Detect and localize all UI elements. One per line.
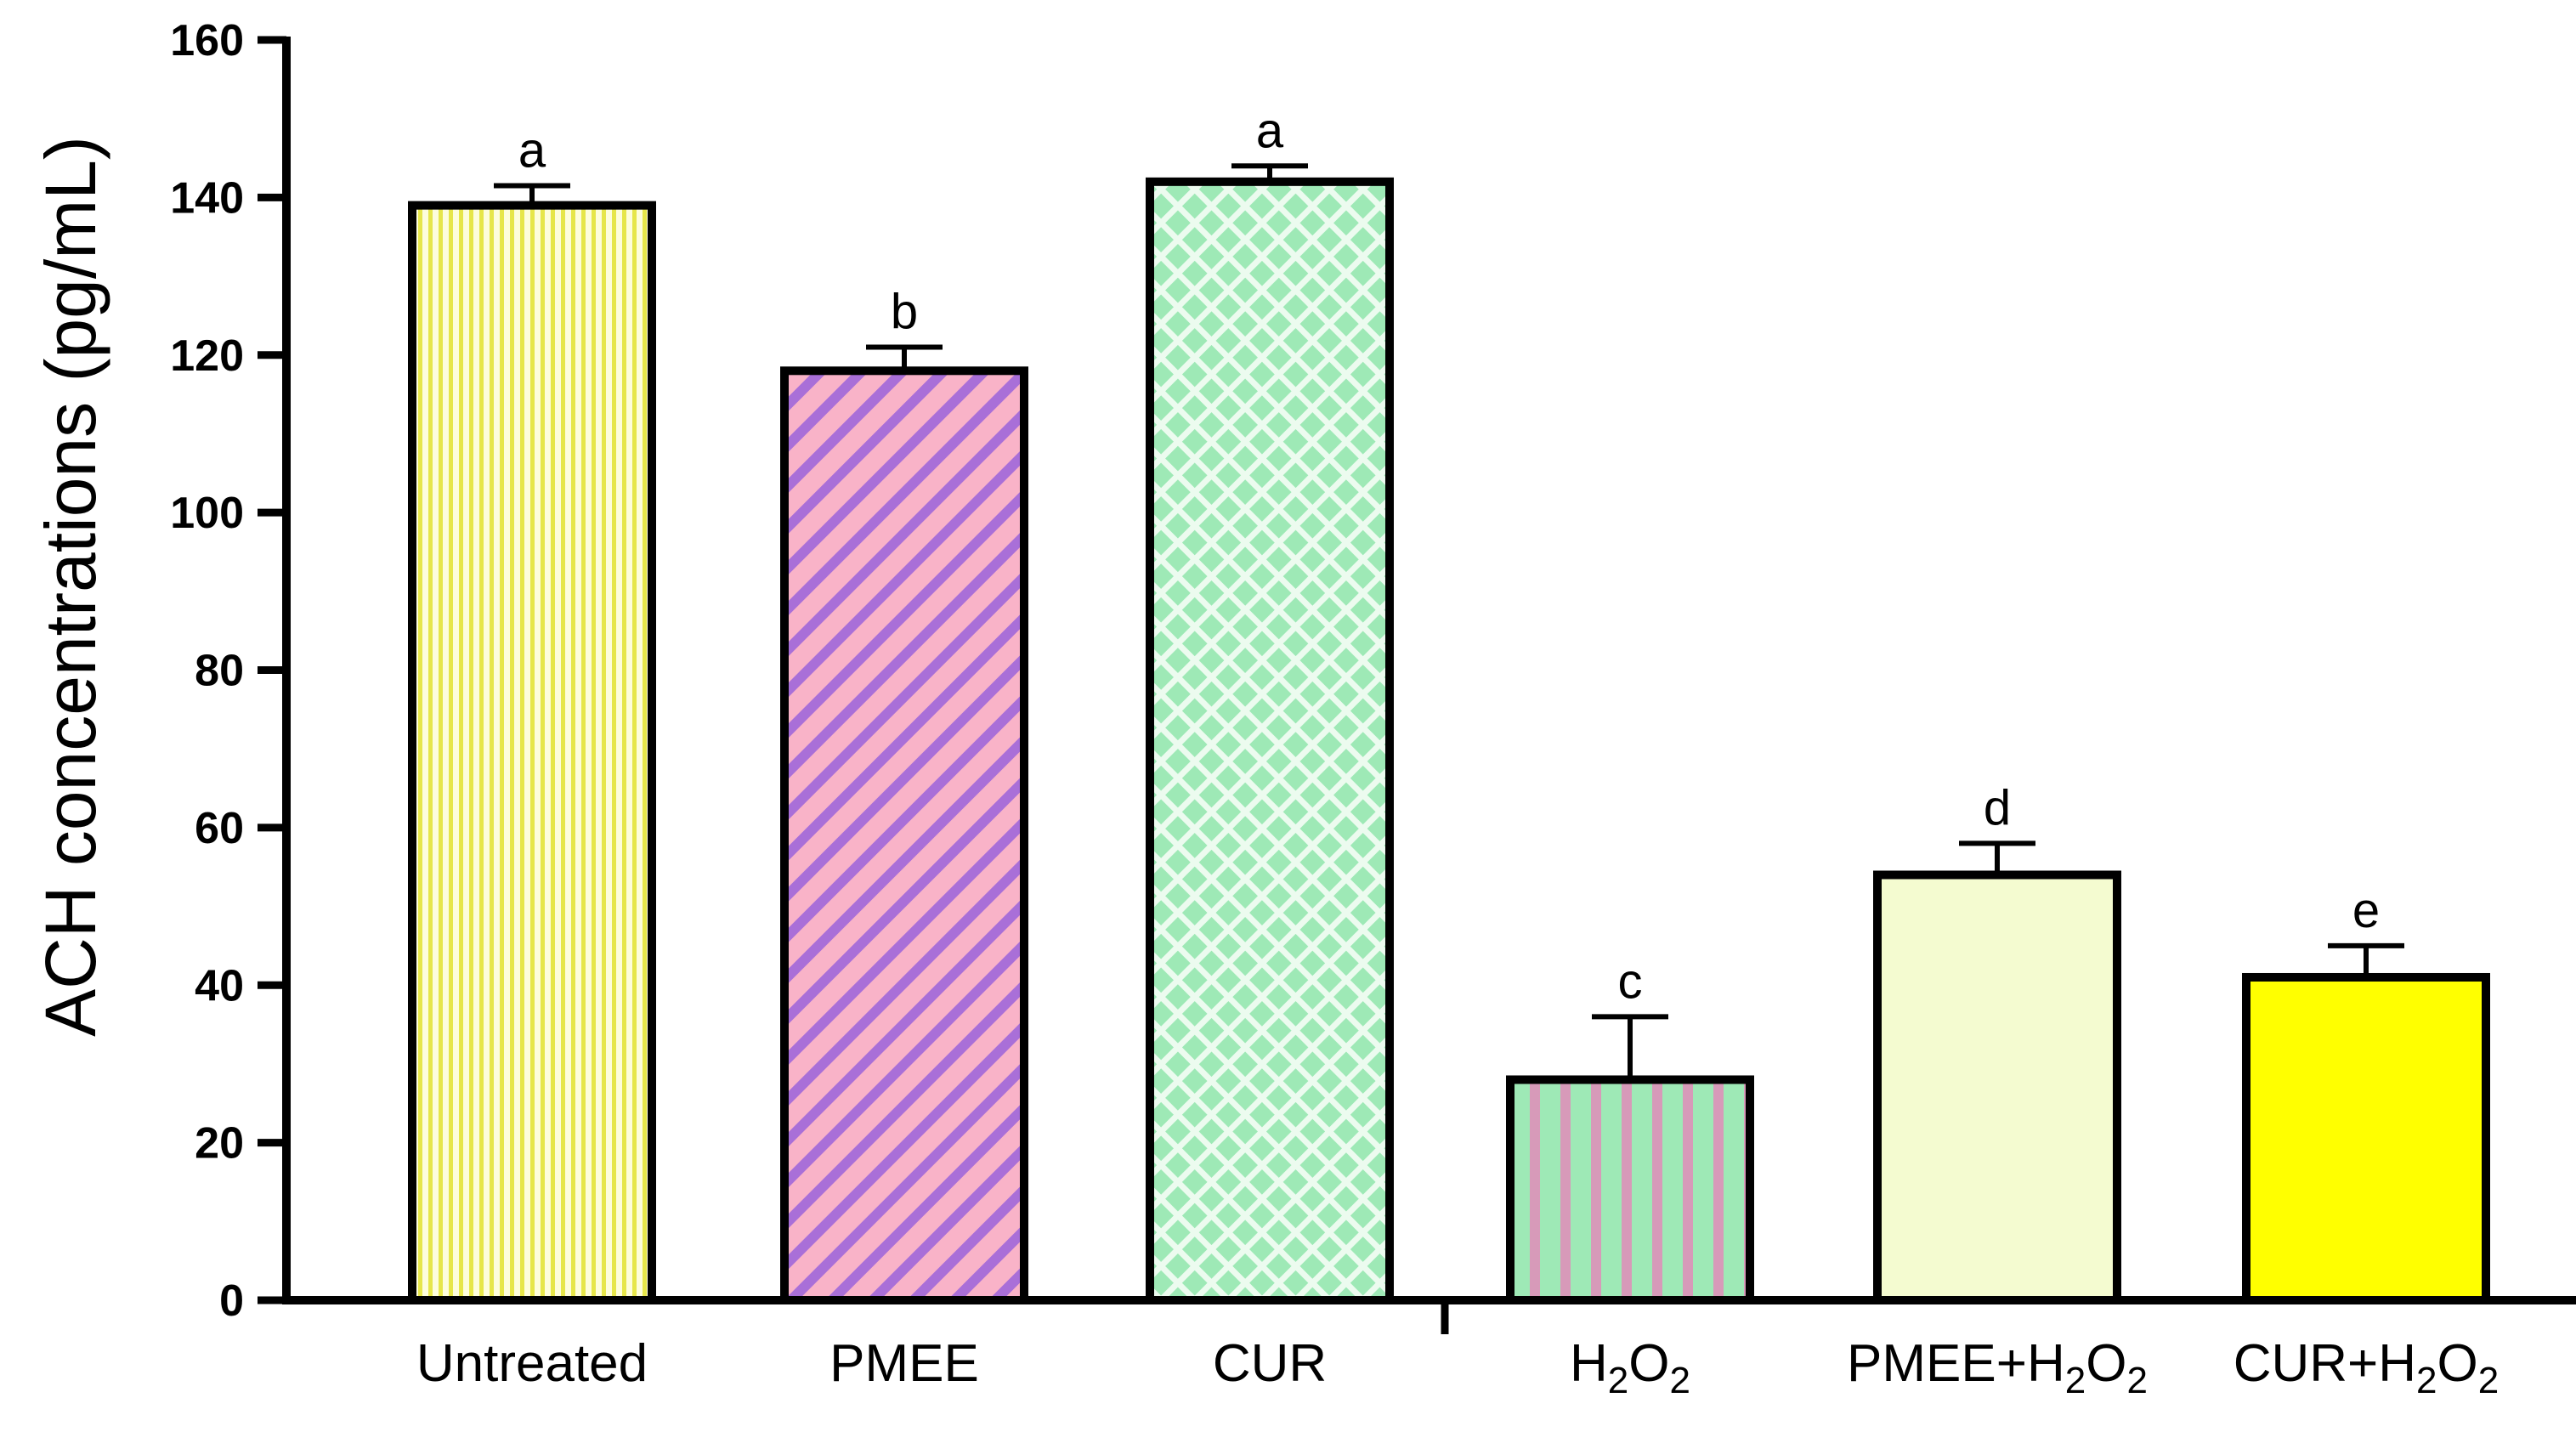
y-tick-label: 20 [195,1119,244,1169]
x-category-label: CUR [1213,1334,1327,1393]
y-tick-label: 100 [170,489,244,538]
y-axis-title: ACH concentrations (pg/mL) [31,136,110,1037]
x-category-label: Untreated [416,1334,648,1393]
x-category-label: H2O2 [1570,1334,1690,1401]
plot-area: a b a c d e [408,103,2490,1305]
y-tick-label: 140 [170,173,244,223]
x-category-label: PMEE+H2O2 [1847,1334,2148,1401]
bar-pmee-h-h2o2 [1873,870,2121,1305]
y-tick-label: 120 [170,331,244,381]
bar-untreated [408,201,656,1304]
y-tick-label: 40 [195,961,244,1010]
significance-letter: c [1618,954,1643,1009]
y-tick-label: 0 [219,1276,244,1326]
bar-cur [1146,177,1394,1304]
significance-letter: b [891,284,918,339]
x-category-label: PMEE [829,1334,979,1393]
y-tick-label: 60 [195,804,244,853]
y-tick-label: 80 [195,647,244,696]
bar-pmee [780,366,1028,1305]
x-category-label: CUR+H2O2 [2233,1334,2500,1401]
significance-letter: e [2352,883,2380,938]
bar-cur-h-h2o2 [2242,972,2490,1304]
significance-letter: d [1984,780,2011,835]
significance-letter: a [518,122,546,178]
y-tick-label: 160 [170,16,244,65]
bar-h-h2o2 [1506,1075,1754,1304]
axes: 0 20 40 60 80 100 120 140 160 Untreated PMEE CUR H2O… [170,16,2576,1401]
significance-letter: a [1256,103,1284,158]
